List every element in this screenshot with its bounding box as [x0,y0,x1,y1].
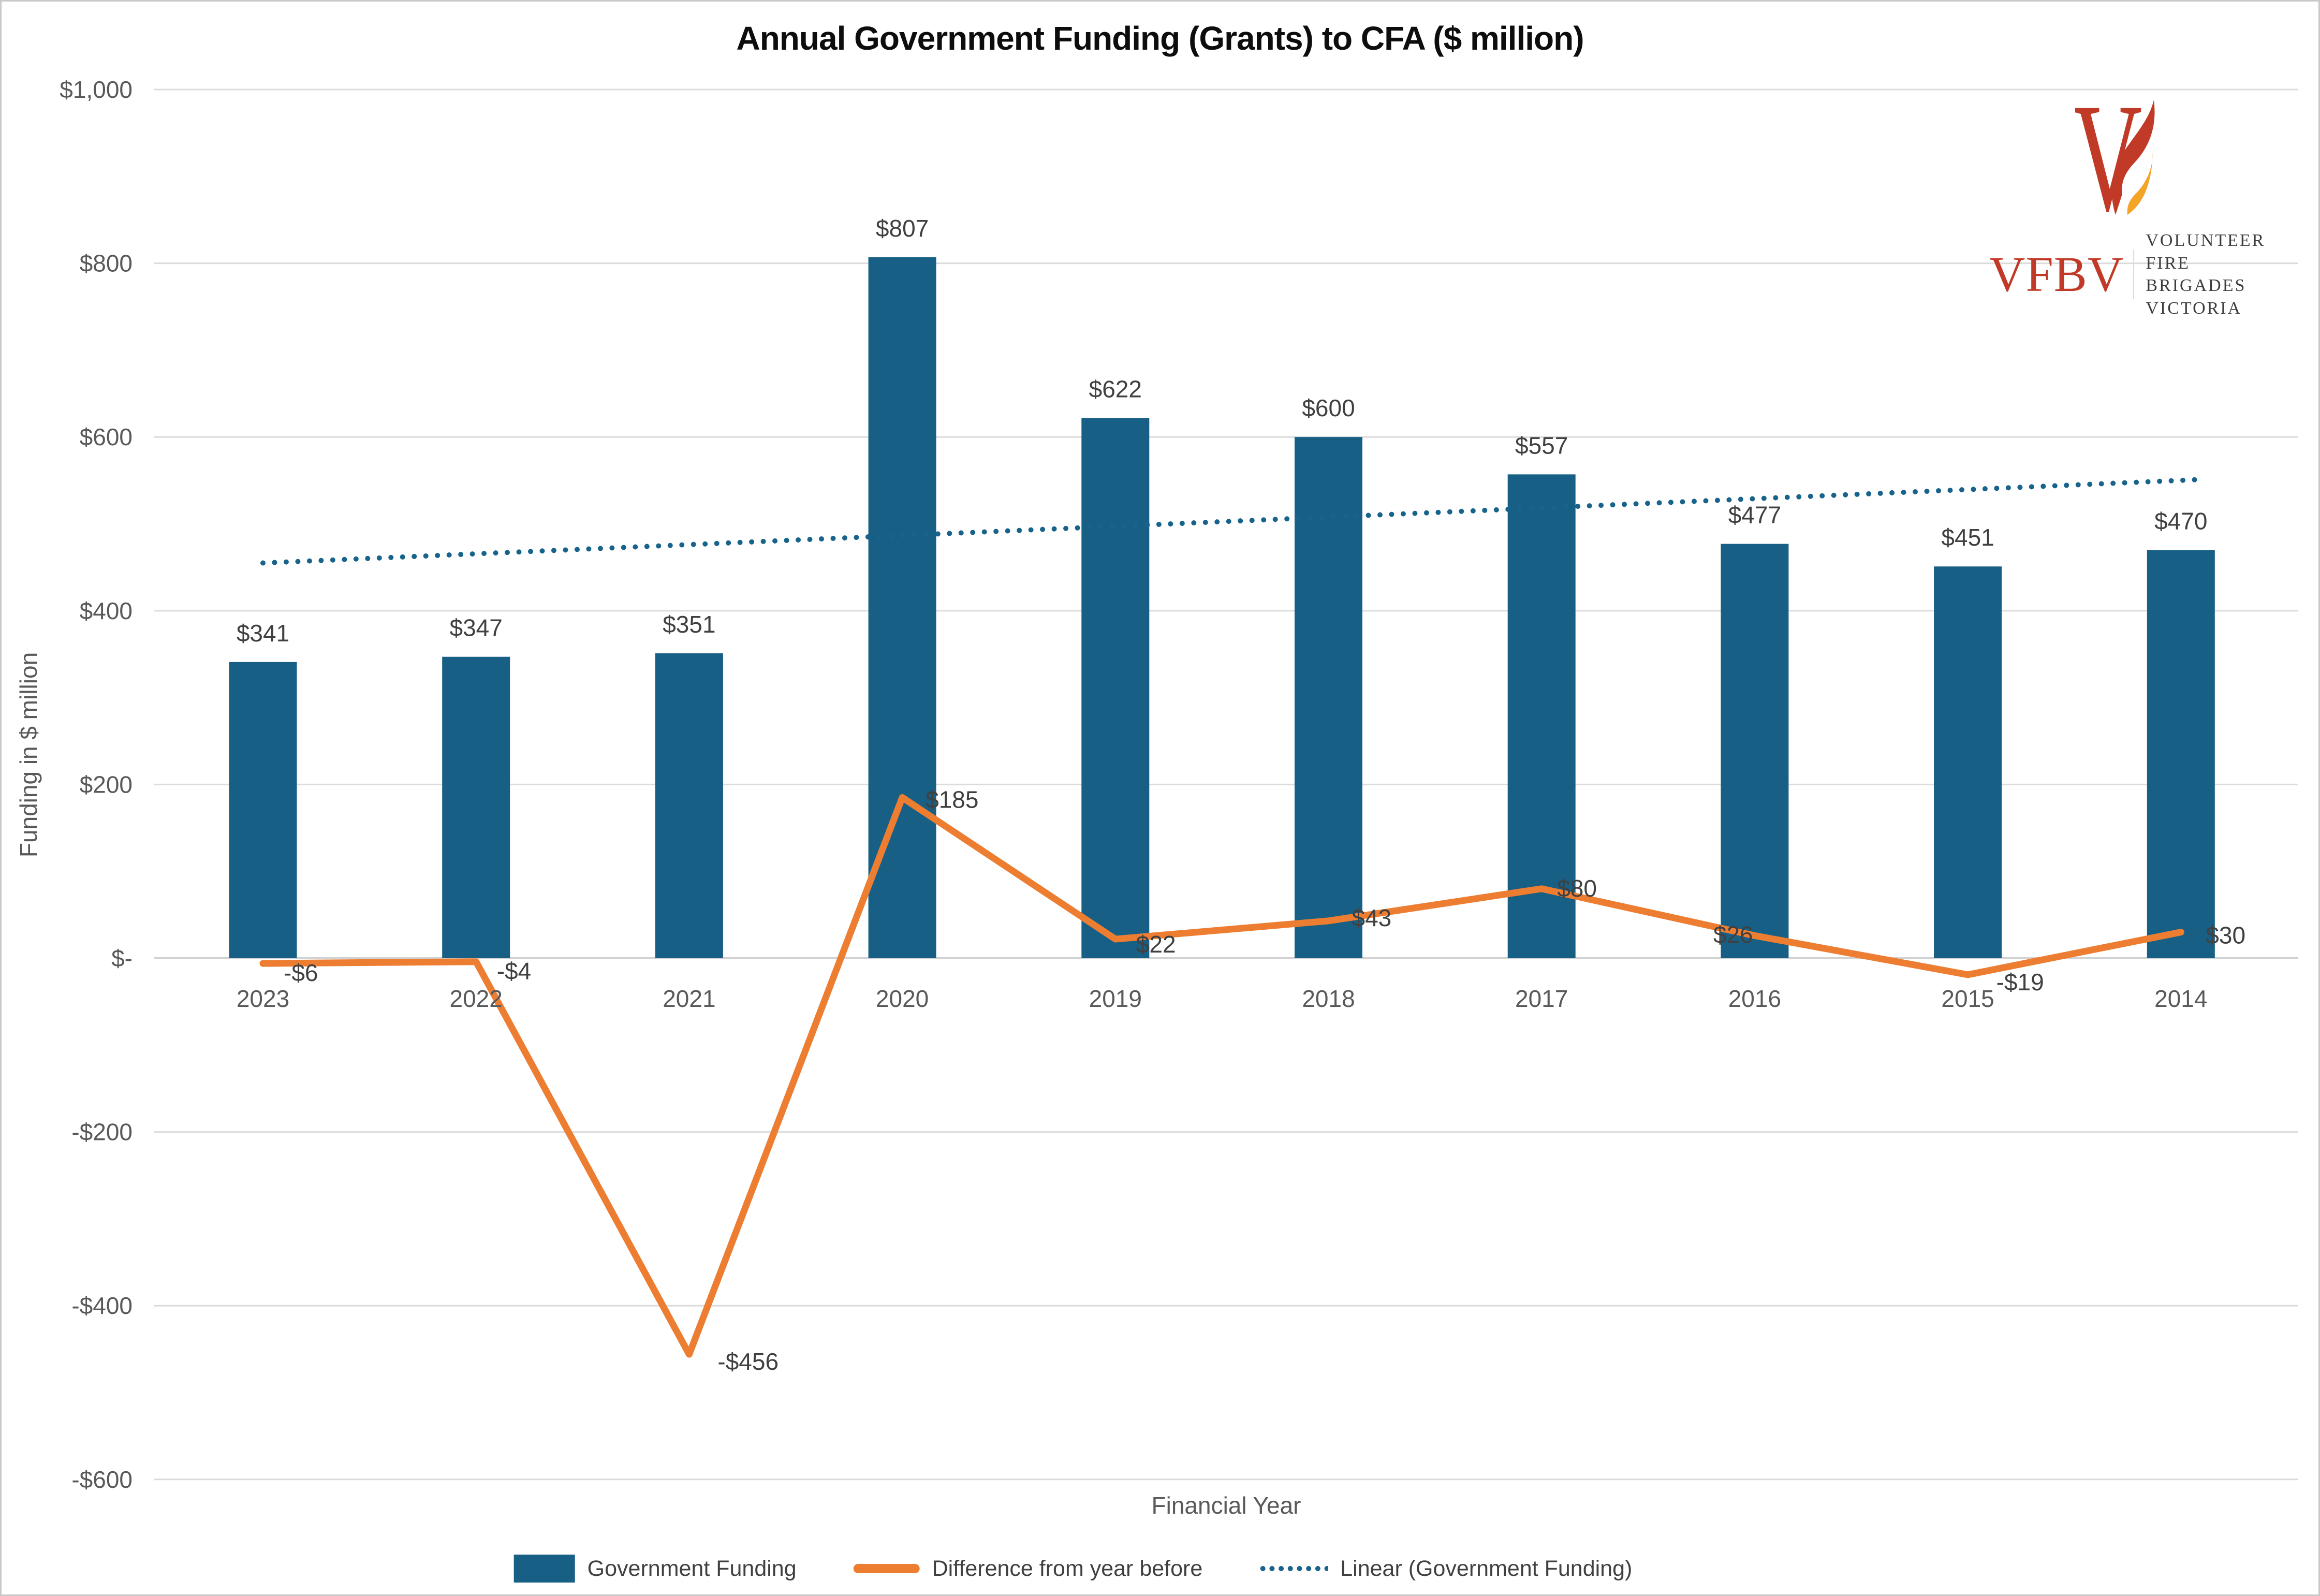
x-tick-label: 2018 [1302,985,1355,1012]
legend-item-linear-trend: Linear (Government Funding) [1259,1556,1632,1582]
line-value-label: $30 [2206,922,2245,949]
bar-value-label: $557 [1515,432,1568,459]
line-value-label: -$19 [1996,969,2044,995]
x-axis-title: Financial Year [1151,1492,1301,1519]
logo-divider [2133,250,2135,300]
line-value-label: $80 [1557,875,1597,902]
x-tick-label: 2021 [663,985,715,1012]
chart-title: Annual Government Funding (Grants) to CF… [736,20,1584,57]
x-tick-label: 2017 [1515,985,1568,1012]
line-value-label: -$4 [497,958,531,985]
linear-trendline [260,477,2201,566]
bar-2023 [229,662,297,958]
logo-org-line2: BRIGADES VICTORIA [2146,276,2246,318]
line-value-label: $22 [1136,931,1176,958]
bar-swatch-icon [513,1555,575,1583]
line-value-label: -$456 [717,1348,779,1375]
logo-org-name: VOLUNTEER FIRE BRIGADES VICTORIA [2146,229,2300,319]
legend-label: Government Funding [587,1556,797,1581]
bar-value-label: $451 [1941,524,1994,551]
legend-item-government-funding: Government Funding [513,1555,797,1583]
x-tick-label: 2022 [450,985,503,1012]
y-tick-label: $800 [80,250,133,277]
vfbv-logo: V VFBV VOLUNTEER FIRE BRIGADES VICTORIA [1989,100,2300,319]
bar-2021 [655,653,723,958]
bar-value-label: $341 [237,620,289,647]
y-tick-label: $1,000 [60,76,133,103]
y-tick-label: $600 [80,423,133,450]
bar-value-label: $347 [450,614,503,641]
dotted-line-swatch-icon [1260,1566,1328,1571]
line-value-label: $26 [1713,921,1753,948]
bar-2016 [1721,544,1789,958]
y-tick-label: -$400 [71,1292,133,1319]
bar-2020 [868,257,936,958]
bar-value-label: $622 [1089,375,1142,402]
bar-2018 [1295,437,1362,958]
y-tick-label: $200 [80,771,133,798]
y-tick-label: -$600 [71,1466,133,1493]
bar-2019 [1081,418,1150,959]
y-tick-label: $400 [80,597,133,624]
vfbv-flame-icon: V [2075,100,2155,218]
bar-2014 [2147,550,2215,958]
y-tick-label: $- [111,945,133,972]
legend-label: Linear (Government Funding) [1340,1556,1633,1581]
line-value-label: $185 [926,786,978,813]
line-swatch-icon [853,1564,920,1573]
x-tick-label: 2014 [2154,985,2207,1012]
bar-value-label: $351 [663,611,715,638]
legend-label: Difference from year before [932,1556,1203,1581]
difference-line [259,794,2184,1358]
x-tick-label: 2016 [1728,985,1781,1012]
logo-org-line1: VOLUNTEER FIRE [2146,231,2266,273]
line-value-label: -$6 [284,959,318,986]
line-value-label: $43 [1352,904,1392,931]
legend: Government Funding Difference from year … [513,1555,1632,1583]
bar-value-label: $477 [1728,502,1781,529]
bar-value-label: $600 [1302,394,1355,421]
bar-2015 [1934,566,2002,958]
bar-value-label: $470 [2154,507,2207,534]
y-tick-label: -$200 [71,1119,133,1146]
x-tick-label: 2023 [237,985,289,1012]
x-tick-label: 2015 [1941,985,1994,1012]
y-axis-title: Funding in $ million [15,652,42,858]
bar-value-label: $807 [876,215,929,242]
bar-2022 [442,656,510,958]
x-tick-label: 2020 [876,985,929,1012]
legend-item-difference: Difference from year before [853,1556,1203,1582]
bar-2017 [1507,474,1576,958]
vfbv-wordmark: VFBV [1989,246,2124,302]
x-tick-label: 2019 [1089,985,1142,1012]
